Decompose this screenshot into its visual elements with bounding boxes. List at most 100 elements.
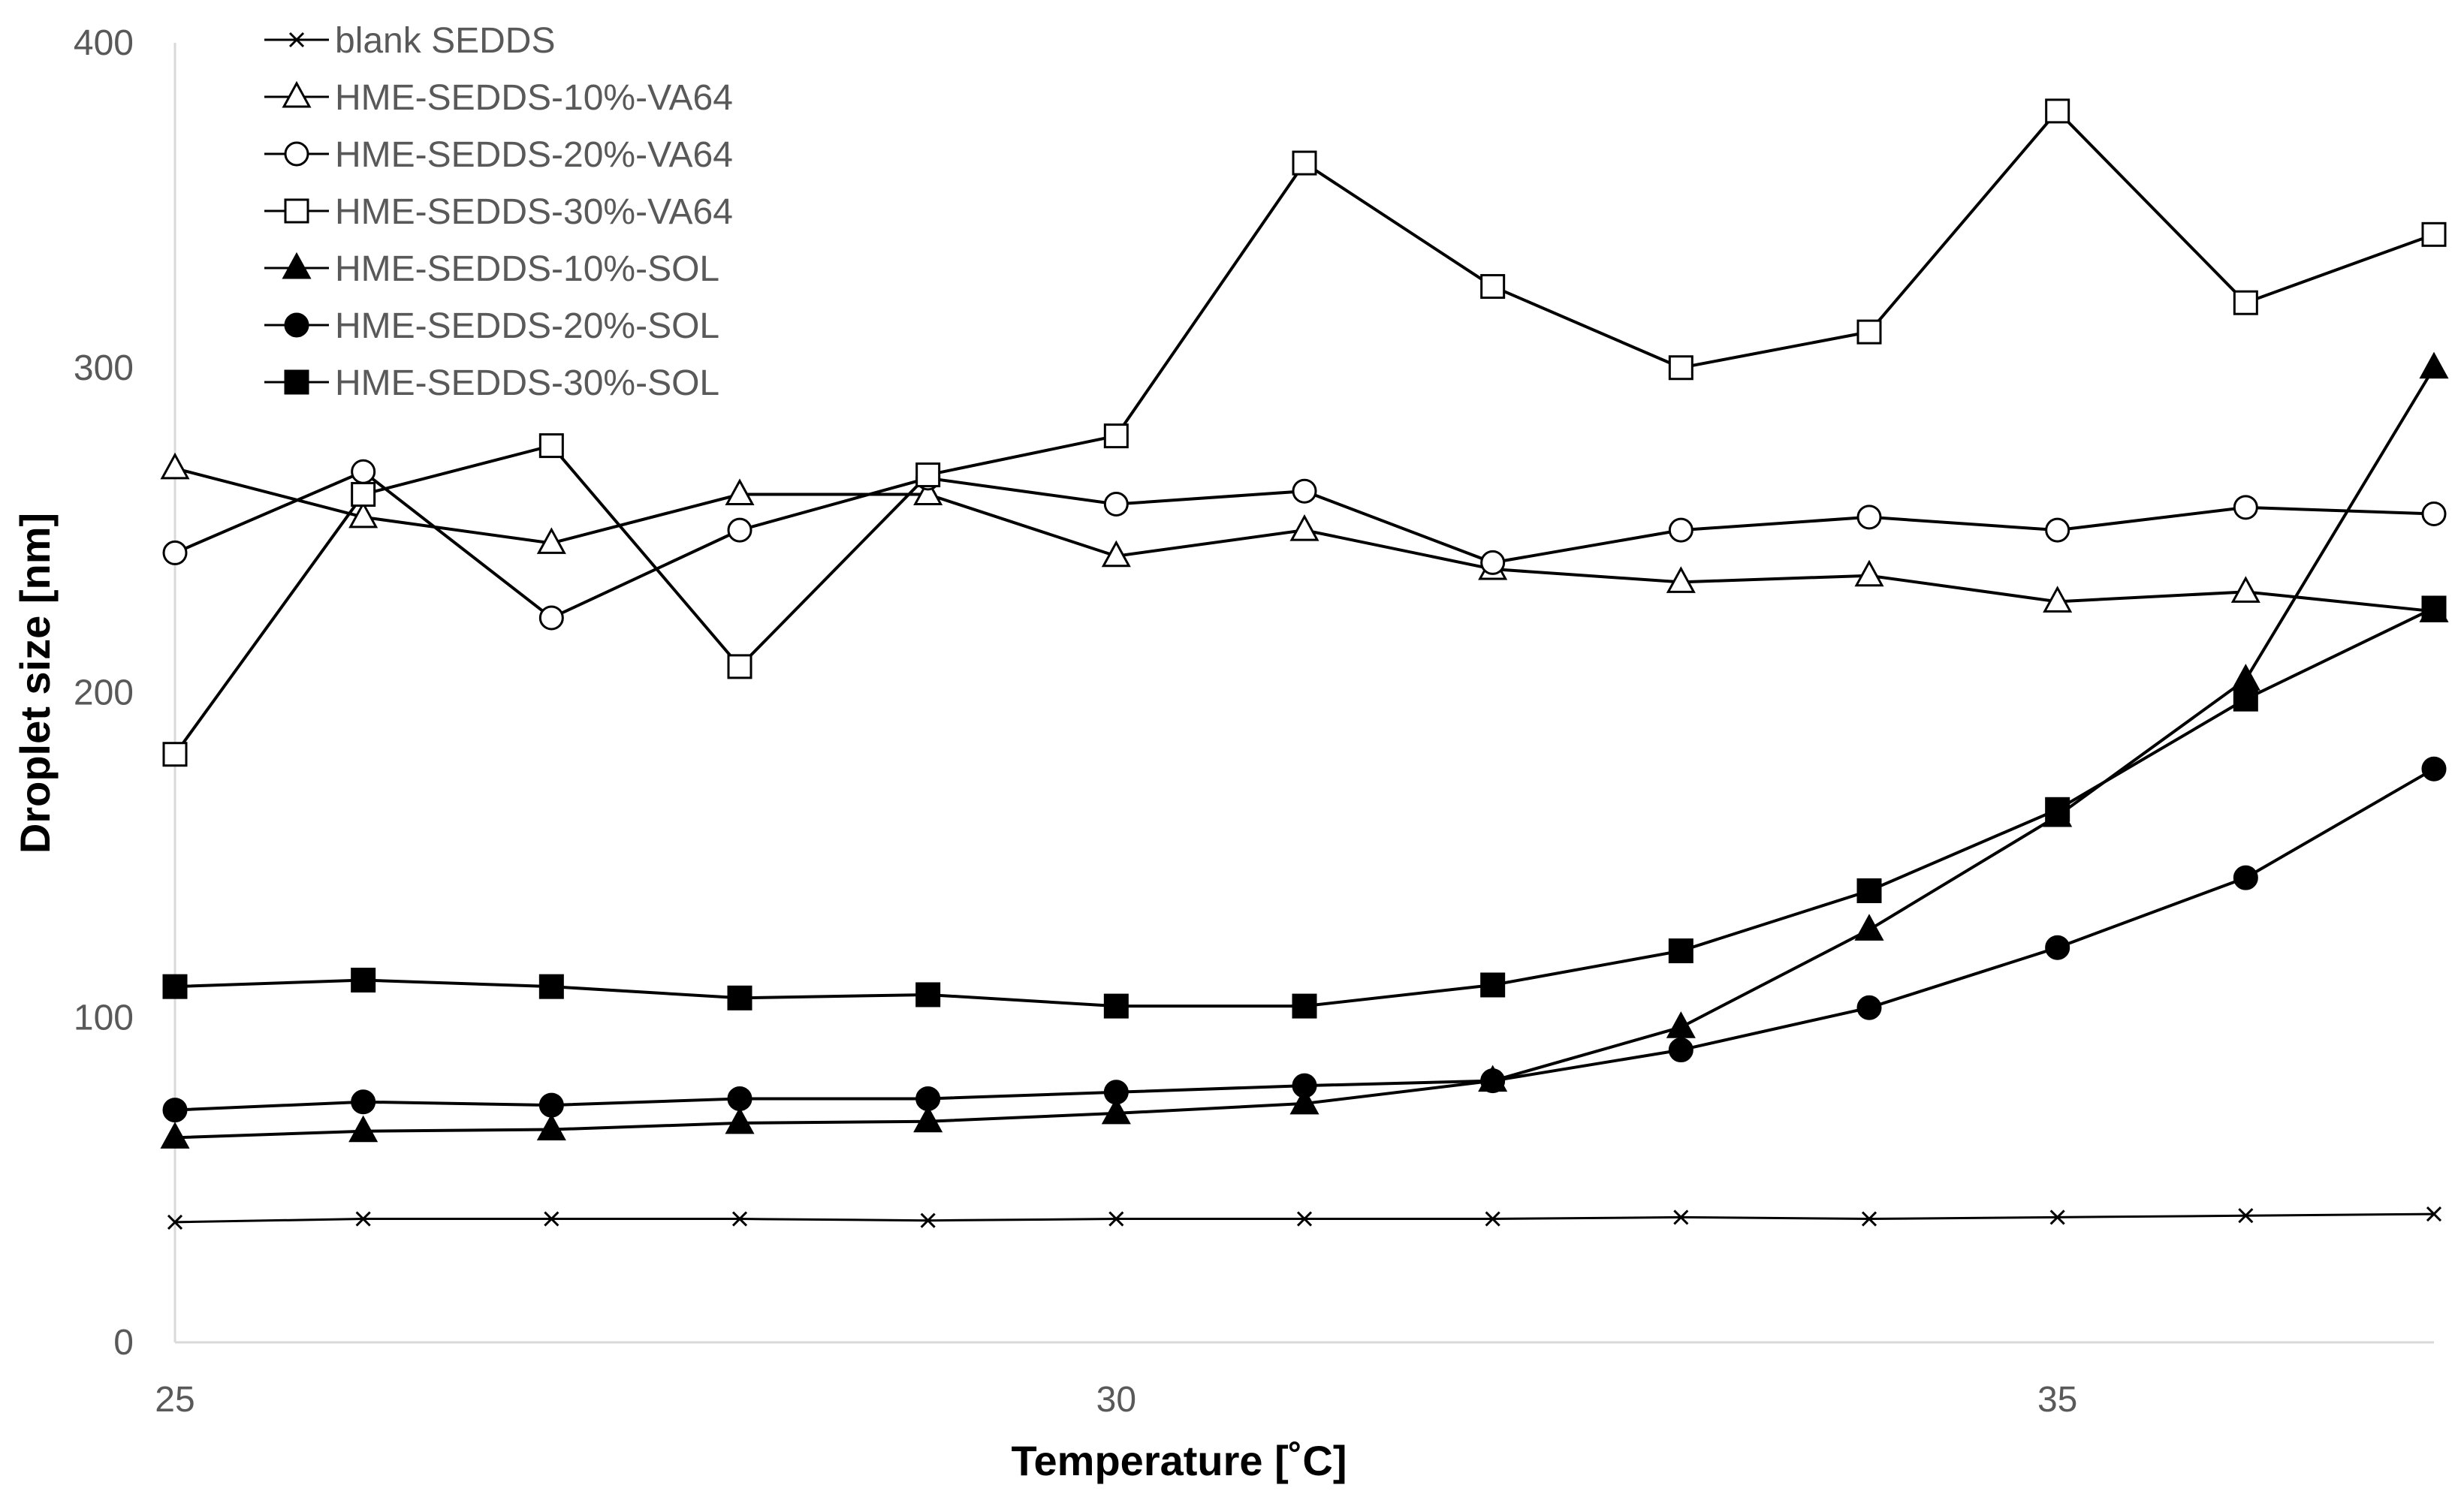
legend-entry: blank SEDDS	[264, 21, 555, 61]
data-point	[2045, 935, 2070, 960]
data-point	[2421, 221, 2447, 247]
data-point	[1668, 517, 1693, 543]
data-point	[915, 462, 941, 488]
data-point	[2233, 290, 2258, 315]
y-tick-label: 300	[74, 348, 134, 388]
data-point	[2233, 865, 2258, 890]
data-point	[167, 1214, 183, 1230]
data-point	[162, 1098, 188, 1123]
y-tick-label: 100	[74, 998, 134, 1038]
series-line	[174, 607, 2435, 1008]
data-point	[2233, 686, 2258, 712]
data-point	[538, 1092, 564, 1118]
data-point	[162, 974, 188, 999]
legend-label: HME-SEDDS-30%-SOL	[335, 363, 719, 403]
legend-marker	[284, 312, 309, 338]
data-point	[727, 985, 752, 1011]
data-point	[1668, 938, 1693, 964]
series-5	[162, 756, 2447, 1123]
data-point	[1856, 505, 1882, 530]
data-point	[1292, 478, 1317, 504]
data-point	[538, 974, 564, 999]
series-4	[160, 351, 2449, 1149]
data-point	[727, 517, 752, 543]
data-point	[913, 478, 943, 506]
data-point	[727, 654, 752, 679]
series-2	[162, 459, 2447, 631]
x-tick-labels: 25 30 35	[155, 1380, 2077, 1420]
data-point	[1103, 492, 1129, 517]
data-point	[2049, 1209, 2065, 1225]
series-3	[162, 98, 2447, 767]
data-point	[1666, 1011, 1696, 1038]
legend-label: HME-SEDDS-10%-VA64	[335, 78, 733, 118]
data-point	[2419, 351, 2449, 379]
data-point	[2230, 664, 2260, 691]
legend-marker	[284, 369, 309, 395]
data-point	[351, 967, 376, 992]
data-point	[2043, 586, 2073, 613]
data-point	[1289, 1087, 1319, 1115]
data-point	[1480, 550, 1506, 575]
data-point	[162, 742, 188, 767]
data-point	[536, 1113, 566, 1141]
data-point	[1292, 1073, 1317, 1098]
data-point	[2045, 517, 2070, 543]
data-point	[1480, 274, 1506, 300]
data-point	[1666, 566, 1696, 593]
legend-marker	[288, 32, 305, 48]
data-point	[1480, 1068, 1506, 1094]
legend-entry: HME-SEDDS-10%-VA64	[264, 78, 733, 118]
data-point	[355, 1211, 371, 1227]
data-point	[544, 1211, 559, 1227]
data-point	[725, 1107, 755, 1134]
y-axis-title: Droplet size [nm]	[11, 513, 59, 854]
data-point	[1292, 993, 1317, 1019]
data-point	[1108, 1211, 1124, 1227]
data-point	[1292, 150, 1317, 176]
legend-label: HME-SEDDS-10%-SOL	[335, 249, 719, 289]
legend-entry: HME-SEDDS-20%-VA64	[264, 135, 733, 175]
legend-label: blank SEDDS	[335, 21, 555, 61]
data-point	[2230, 576, 2260, 603]
data-point	[2045, 797, 2070, 822]
y-tick-label: 200	[74, 673, 134, 713]
data-point	[1103, 423, 1129, 449]
data-point	[1673, 1209, 1689, 1225]
legend: blank SEDDS HME-SEDDS-10%-VA64 HME-SEDDS-2…	[264, 21, 733, 403]
legend-marker	[284, 141, 309, 167]
data-point	[2045, 98, 2070, 124]
data-point	[915, 1086, 941, 1111]
data-point	[351, 482, 376, 508]
data-point	[1854, 914, 1884, 941]
data-point	[1668, 355, 1693, 381]
legend-marker	[284, 198, 309, 224]
x-axis-title: Temperature [˚C]	[1011, 1437, 1347, 1484]
data-point	[2238, 1208, 2254, 1224]
data-point	[1103, 993, 1129, 1019]
data-point	[1103, 1080, 1129, 1105]
series-6	[162, 595, 2447, 1019]
data-point	[727, 1086, 752, 1111]
data-point	[538, 433, 564, 459]
data-point	[1856, 995, 1882, 1020]
legend-marker	[282, 80, 312, 108]
data-point	[160, 452, 190, 480]
data-point	[2426, 1206, 2442, 1222]
data-point	[162, 540, 188, 565]
data-point	[2421, 595, 2447, 621]
data-point	[913, 1105, 943, 1133]
data-point	[1101, 540, 1131, 568]
data-point	[2421, 756, 2447, 782]
legend-entry: HME-SEDDS-20%-SOL	[264, 306, 719, 346]
data-point	[348, 1115, 378, 1143]
data-point	[1480, 972, 1506, 998]
data-point	[1485, 1211, 1500, 1227]
legend-label: HME-SEDDS-20%-VA64	[335, 135, 733, 175]
legend-label: HME-SEDDS-20%-SOL	[335, 306, 719, 346]
data-point	[348, 501, 378, 529]
data-point	[2233, 495, 2258, 520]
x-tick-label: 25	[155, 1380, 195, 1420]
y-tick-labels: 0 100 200 300 400	[74, 23, 134, 1363]
